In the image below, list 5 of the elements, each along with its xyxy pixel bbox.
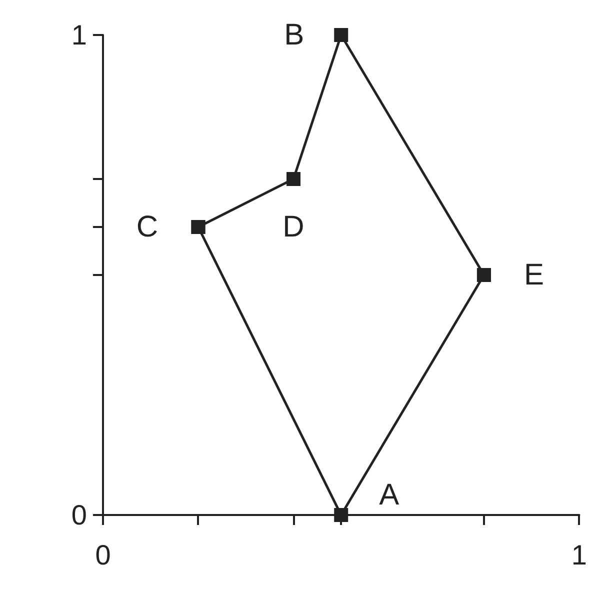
annotation: E [524,258,544,292]
annotation: D [282,210,304,244]
annotation: A [379,478,400,512]
annotation: B [284,18,304,52]
annotation: C [136,210,158,244]
